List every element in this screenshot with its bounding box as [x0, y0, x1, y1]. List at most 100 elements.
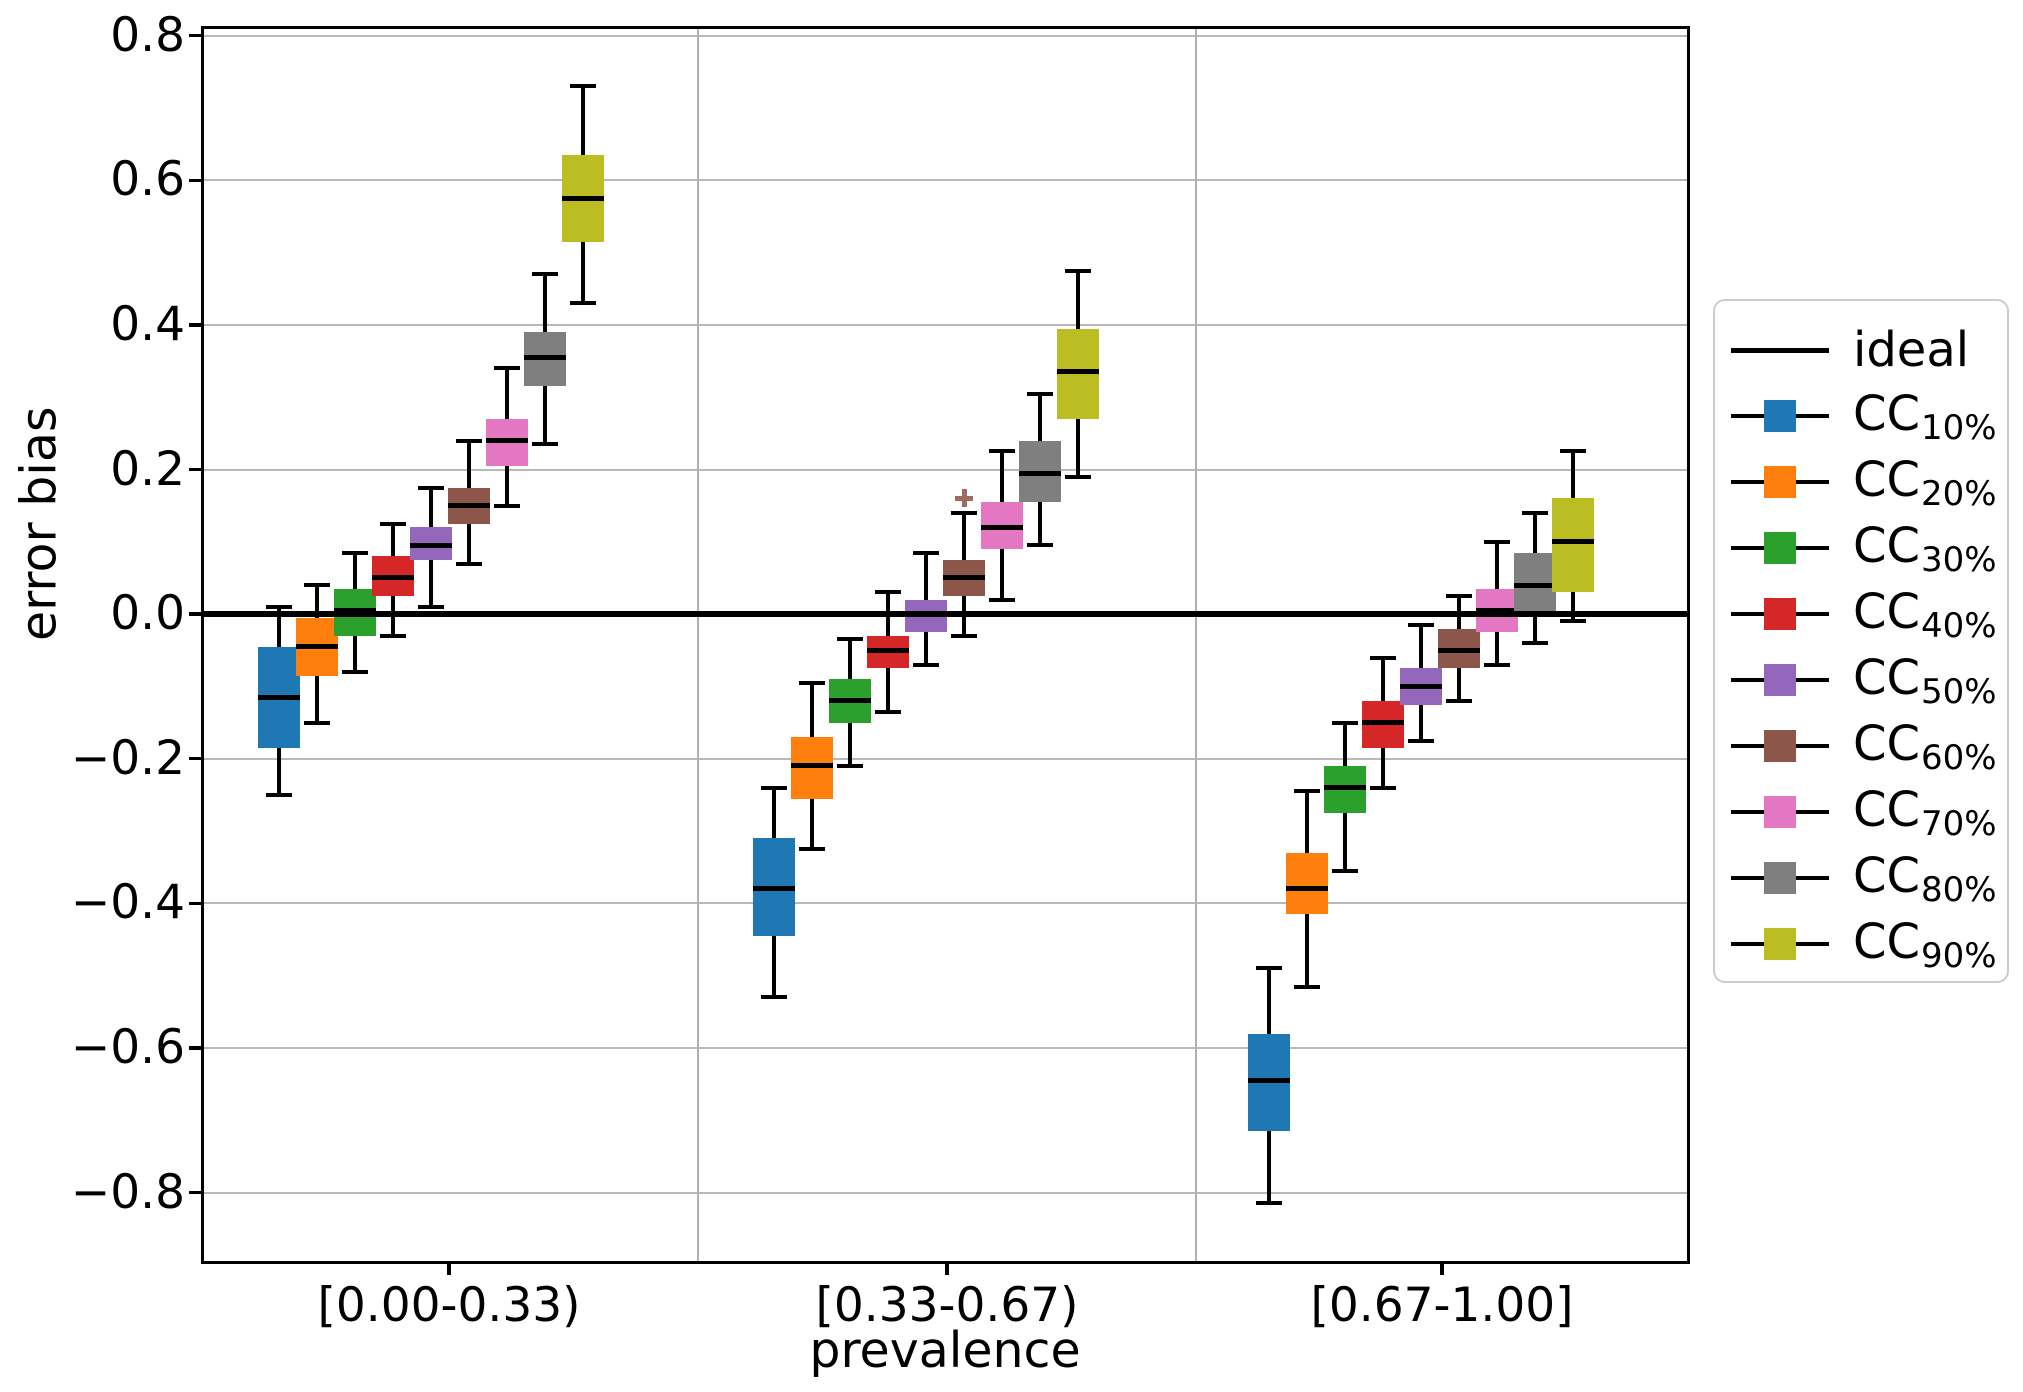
legend: ideal CC10% CC20% CC30% CC40% CC50% CC60% CC70%…: [1713, 299, 2009, 983]
legend-label-subscript: 90%: [1921, 935, 1997, 976]
whisker-cap-bottom-CC20-g2: [799, 847, 825, 852]
whisker-cap-bottom-CC90-g1: [570, 301, 596, 306]
legend-label-ideal: ideal: [1853, 322, 1970, 378]
legend-label-cc20: CC20%: [1853, 447, 1997, 518]
gridline-y-−0.2: [202, 757, 1688, 760]
whisker-cap-bottom-CC10-g1: [266, 792, 292, 797]
whisker-cap-bottom-CC80-g1: [532, 442, 558, 447]
median-CC40-g2: [867, 647, 909, 653]
whisker-cap-bottom-CC20-g3: [1294, 984, 1320, 989]
whisker-cap-top-CC20-g3: [1294, 789, 1320, 794]
whisker-cap-top-CC10-g3: [1256, 966, 1282, 971]
whisker-cap-bottom-CC80-g2: [1027, 543, 1053, 548]
legend-label-subscript: 30%: [1921, 539, 1997, 580]
x-tick-1: [945, 1262, 949, 1275]
whisker-cap-top-CC20-g2: [799, 680, 825, 685]
legend-square-marker-icon: [1764, 598, 1796, 630]
legend-label-cc90: CC90%: [1853, 909, 1997, 980]
legend-sample-cc40: [1731, 597, 1829, 631]
gridline-y-−0.4: [202, 902, 1688, 905]
legend-square-marker-icon: [1764, 796, 1796, 828]
x-axis-title-text: prevalence: [809, 1322, 1081, 1379]
y-tick-label-0.6: 0.6: [110, 152, 185, 208]
legend-label-subscript: 10%: [1921, 407, 1997, 448]
median-CC20-g3: [1286, 886, 1328, 892]
legend-item-cc10: CC10%: [1731, 383, 1997, 449]
whisker-cap-top-CC30-g3: [1332, 720, 1358, 725]
legend-item-cc20: CC20%: [1731, 449, 1997, 515]
gridline-y-0.8: [202, 34, 1688, 37]
legend-item-cc30: CC30%: [1731, 515, 1997, 581]
whisker-cap-top-CC30-g1: [342, 550, 368, 555]
whisker-cap-bottom-CC50-g1: [418, 604, 444, 609]
ideal-line: [202, 611, 1688, 618]
legend-label-main: CC: [1853, 913, 1921, 970]
whisker-cap-bottom-CC60-g2: [951, 633, 977, 638]
whisker-cap-bottom-CC70-g1: [494, 503, 520, 508]
legend-label-subscript: 50%: [1921, 671, 1997, 712]
legend-sample-cc80: [1731, 861, 1829, 895]
box-CC20-g3: [1286, 852, 1328, 915]
flier-CC60-g2-0: [955, 489, 973, 508]
legend-square-marker-icon: [1764, 400, 1796, 432]
y-tick-label-0.0: 0.0: [110, 586, 185, 642]
whisker-cap-bottom-CC30-g3: [1332, 868, 1358, 873]
y-tick-label-0.2: 0.2: [110, 441, 185, 497]
gridline-y-−0.6: [202, 1046, 1688, 1049]
legend-label-subscript: 60%: [1921, 737, 1997, 778]
legend-square-marker-icon: [1764, 664, 1796, 696]
legend-label-main: CC: [1853, 517, 1921, 574]
whisker-cap-bottom-CC30-g2: [837, 763, 863, 768]
median-CC60-g1: [448, 503, 490, 509]
median-CC10-g2: [753, 886, 795, 892]
whisker-cap-top-CC50-g2: [913, 550, 939, 555]
whisker-cap-bottom-CC90-g2: [1065, 474, 1091, 479]
whisker-cap-bottom-CC70-g3: [1484, 662, 1510, 667]
y-tick-label-−0.4: −0.4: [70, 875, 185, 931]
whisker-cap-bottom-CC40-g2: [875, 709, 901, 714]
whisker-cap-top-CC60-g2: [951, 510, 977, 515]
whisker-cap-bottom-CC10-g3: [1256, 1201, 1282, 1206]
y-tick-label-−0.8: −0.8: [70, 1164, 185, 1220]
legend-item-cc60: CC60%: [1731, 713, 1997, 779]
y-tick-label-0.8: 0.8: [110, 7, 185, 63]
median-CC50-g3: [1400, 683, 1442, 689]
legend-square-marker-icon: [1764, 466, 1796, 498]
legend-label-subscript: 20%: [1921, 473, 1997, 514]
median-CC90-g3: [1552, 539, 1594, 545]
legend-label-subscript: 70%: [1921, 803, 1997, 844]
x-tick-label-2: [0.67-1.00]: [1310, 1278, 1574, 1333]
whisker-cap-top-CC70-g2: [989, 449, 1015, 454]
median-CC30-g1: [334, 608, 376, 614]
median-CC50-g1: [410, 542, 452, 548]
gridline-y-0.4: [202, 323, 1688, 326]
whisker-cap-bottom-CC10-g2: [761, 995, 787, 1000]
legend-item-cc90: CC90%: [1731, 911, 1997, 977]
legend-label-cc80: CC80%: [1853, 843, 1997, 914]
y-tick-0.8: [189, 33, 202, 38]
whisker-cap-top-CC90-g3: [1560, 449, 1586, 454]
whisker-cap-top-CC80-g3: [1522, 510, 1548, 515]
legend-label-subscript: 40%: [1921, 605, 1997, 646]
median-CC20-g2: [791, 763, 833, 769]
median-CC80-g2: [1019, 470, 1061, 476]
legend-square-marker-icon: [1764, 532, 1796, 564]
y-tick-−0.2: [189, 756, 202, 761]
legend-sample-cc60: [1731, 729, 1829, 763]
legend-sample-ideal: [1731, 333, 1829, 367]
legend-label-main: CC: [1853, 715, 1921, 772]
whisker-cap-top-CC80-g2: [1027, 391, 1053, 396]
legend-square-marker-icon: [1764, 928, 1796, 960]
whisker-cap-top-CC80-g1: [532, 272, 558, 277]
legend-sample-cc50: [1731, 663, 1829, 697]
gridline-y-−0.8: [202, 1191, 1688, 1194]
gridline-y-0.2: [202, 468, 1688, 471]
whisker-cap-top-CC40-g1: [380, 521, 406, 526]
x-tick-label-0: [0.00-0.33): [317, 1278, 581, 1333]
gridline-y-0.6: [202, 179, 1688, 182]
median-CC40-g1: [372, 575, 414, 581]
whisker-cap-top-CC20-g1: [304, 583, 330, 588]
median-CC30-g2: [829, 698, 871, 704]
x-tick-label-1: [0.33-0.67): [815, 1278, 1079, 1333]
whisker-cap-top-CC70-g3: [1484, 539, 1510, 544]
